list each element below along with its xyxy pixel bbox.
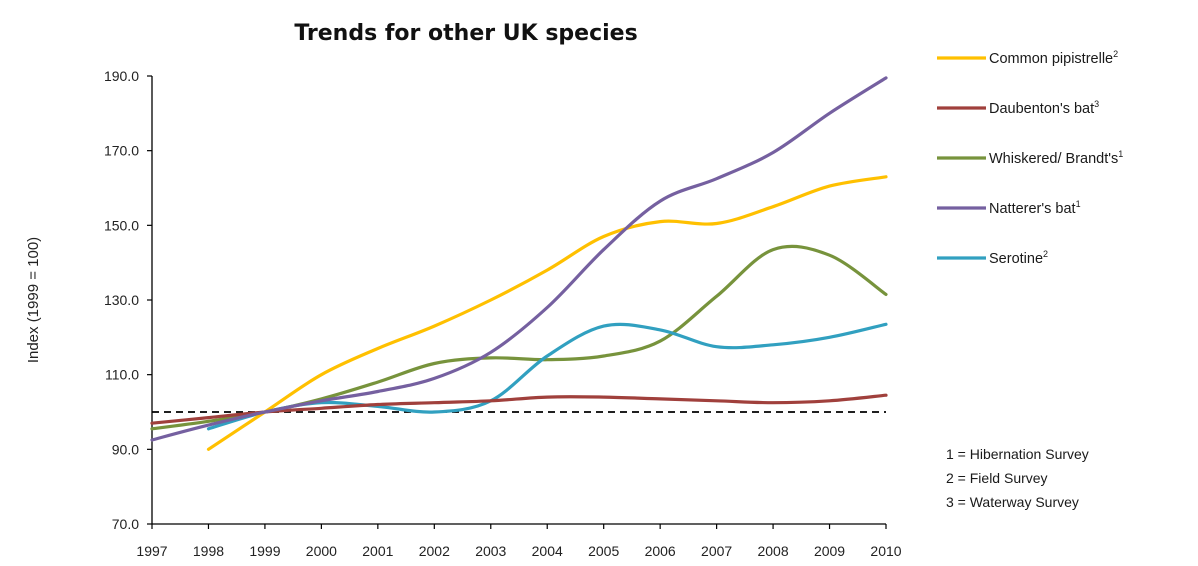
y-tick-label: 190.0 <box>104 68 139 84</box>
x-tick-label: 2008 <box>757 543 788 559</box>
legend-entry-serotine: Serotine2 <box>989 249 1048 267</box>
x-tick-label: 1999 <box>249 543 280 559</box>
legend-entry-whiskered-brandt-s: Whiskered/ Brandt's1 <box>989 149 1123 167</box>
x-tick-label: 2004 <box>532 543 563 559</box>
y-tick-label: 150.0 <box>104 217 139 233</box>
legend-superscript: 3 <box>1094 99 1099 109</box>
x-tick-label: 2009 <box>814 543 845 559</box>
y-tick-label: 130.0 <box>104 292 139 308</box>
legend-entry-daubenton-s-bat: Daubenton's bat3 <box>989 99 1099 117</box>
axes: 70.0 90.0 110.0 130.0 150.0 170.0 190.0 1997 199… <box>104 68 902 559</box>
survey-note: 2 = Field Survey <box>946 470 1048 486</box>
legend-entry-natterer-s-bat: Natterer's bat1 <box>989 199 1081 217</box>
legend-superscript: 1 <box>1076 199 1081 209</box>
x-tick-label: 2003 <box>475 543 506 559</box>
legend-entry-common-pipistrelle: Common pipistrelle2 <box>989 49 1118 67</box>
x-tick-label: 2002 <box>419 543 450 559</box>
series-line-daubenton-s-bat <box>150 393 888 425</box>
survey-notes: 1 = Hibernation Survey 2 = Field Survey 3 … <box>946 446 1089 510</box>
y-tick-label: 70.0 <box>112 516 139 532</box>
y-tick-label: 170.0 <box>104 143 139 159</box>
legend-superscript: 2 <box>1043 249 1048 259</box>
x-tick-label: 2001 <box>362 543 393 559</box>
series-lines <box>150 76 888 451</box>
survey-note: 1 = Hibernation Survey <box>946 446 1089 462</box>
chart-title: Trends for other UK species <box>294 21 637 46</box>
legend-superscript: 2 <box>1113 49 1118 59</box>
x-tick-label: 2000 <box>306 543 337 559</box>
legend-superscript: 1 <box>1118 149 1123 159</box>
y-axis-label: Index (1999 = 100) <box>25 237 42 363</box>
series-line-serotine <box>206 322 888 431</box>
legend-label: Natterer's bat <box>989 201 1076 217</box>
legend-label: Daubenton's bat <box>989 101 1094 117</box>
x-tick-label: 2006 <box>645 543 676 559</box>
x-tick-label: 2010 <box>870 543 901 559</box>
survey-note: 3 = Waterway Survey <box>946 494 1079 510</box>
series-line-common-pipistrelle <box>206 175 888 451</box>
y-tick-label: 110.0 <box>105 367 139 383</box>
x-tick-label: 2007 <box>701 543 732 559</box>
x-tick-label: 1998 <box>193 543 224 559</box>
series-line-natterer-s-bat <box>150 76 888 442</box>
x-tick-label: 1997 <box>136 543 167 559</box>
legend-label: Common pipistrelle <box>989 51 1113 67</box>
y-tick-label: 90.0 <box>112 441 139 457</box>
legend-label: Serotine <box>989 251 1043 267</box>
x-tick-label: 2005 <box>588 543 619 559</box>
legend-label: Whiskered/ Brandt's <box>989 151 1118 167</box>
